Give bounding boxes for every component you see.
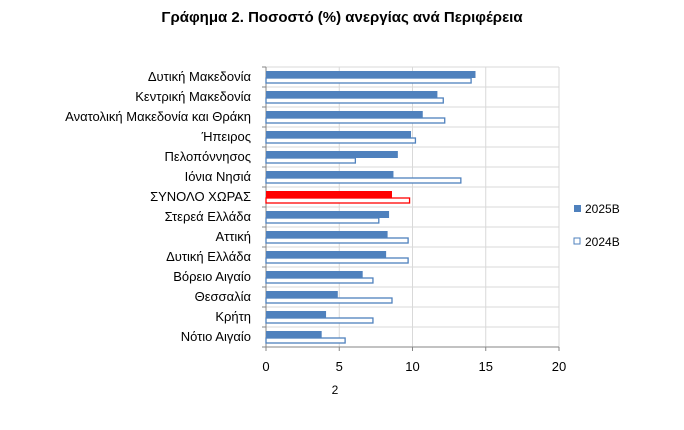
bar-2024Β xyxy=(265,317,374,324)
category-label: Κεντρική Μακεδονία xyxy=(135,89,251,104)
bar-2025Β xyxy=(266,231,388,238)
legend-swatch-2024 xyxy=(573,237,581,245)
bar-2024Β xyxy=(265,117,446,124)
bar-2025Β xyxy=(266,191,392,198)
bar-2025Β xyxy=(266,291,338,298)
category-label: ΣΥΝΟΛΟ ΧΩΡΑΣ xyxy=(150,189,251,204)
bar-2025Β xyxy=(266,331,322,338)
bar-2025Β xyxy=(266,271,363,278)
category-label: Νότιο Αιγαίο xyxy=(181,329,251,344)
x-tick-label: 15 xyxy=(479,359,493,374)
category-label: Ανατολική Μακεδονία και Θράκη xyxy=(65,109,251,124)
category-label: Θεσσαλία xyxy=(195,289,252,304)
bar-2024Β xyxy=(265,337,346,344)
chart-title: Γράφημα 2. Ποσοστό (%) ανεργίας ανά Περι… xyxy=(161,9,523,26)
bar-2024Β xyxy=(265,157,357,164)
bar-2024Β xyxy=(265,177,462,184)
legend-label-2025: 2025Β xyxy=(585,202,620,216)
category-label: Βόρειο Αιγαίο xyxy=(173,269,251,284)
category-label: Ιόνια Νησιά xyxy=(185,169,252,184)
bar-2024Β xyxy=(265,237,409,244)
bar-2024Β xyxy=(265,217,380,224)
x-tick-label: 5 xyxy=(336,359,343,374)
bar-2024Β xyxy=(265,197,411,204)
bar-2025Β xyxy=(266,171,394,178)
bar-2025Β xyxy=(266,131,412,138)
category-label: Αττική xyxy=(215,229,251,244)
bar-2024Β xyxy=(265,97,444,104)
bar-2025Β xyxy=(266,91,438,98)
legend-label-2024: 2024Β xyxy=(585,235,620,249)
bar-2025Β xyxy=(266,111,423,118)
category-label: Δυτική Μακεδονία xyxy=(148,69,252,84)
bar-2025Β xyxy=(266,211,390,218)
bar-2025Β xyxy=(266,71,476,78)
bar-2024Β xyxy=(265,257,409,264)
bar-2024Β xyxy=(265,277,374,284)
footnote: 2 xyxy=(332,383,339,397)
x-tick-label: 0 xyxy=(262,359,269,374)
category-label: Δυτική Ελλάδα xyxy=(166,249,251,264)
bar-2024Β xyxy=(265,137,417,144)
category-label: Κρήτη xyxy=(215,309,251,324)
bar-2025Β xyxy=(266,251,387,258)
bar-2025Β xyxy=(266,151,398,158)
category-label: Πελοπόννησος xyxy=(165,149,251,164)
bar-2025Β xyxy=(266,311,327,318)
bar-2024Β xyxy=(265,77,472,84)
x-tick-label: 10 xyxy=(405,359,419,374)
category-label: Ήπειρος xyxy=(201,129,251,144)
bar-2024Β xyxy=(265,297,393,304)
x-tick-label: 20 xyxy=(552,359,566,374)
category-label: Στερεά Ελλάδα xyxy=(165,209,252,224)
legend-swatch-2025 xyxy=(574,205,581,212)
